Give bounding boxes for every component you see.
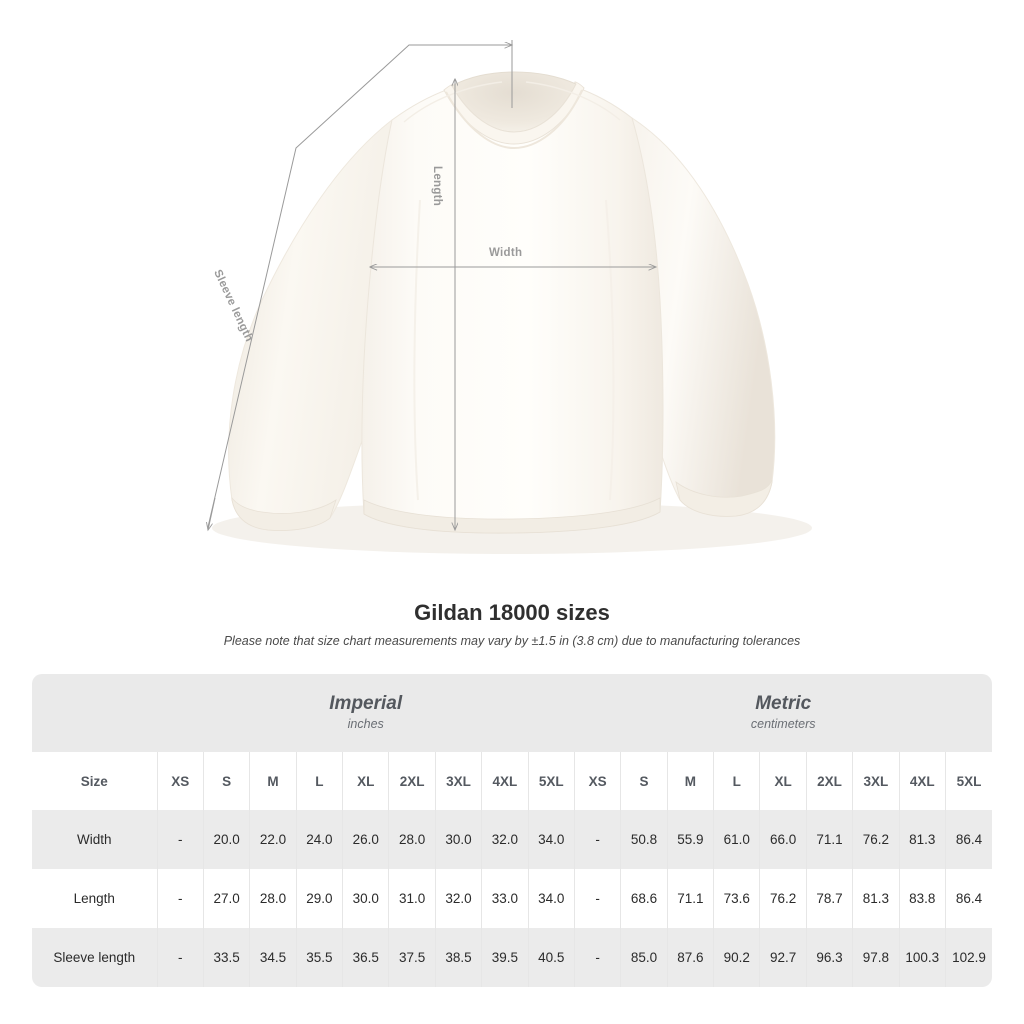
cell-length-metric-xl: 76.2: [759, 869, 807, 928]
cell-length-imperial-xs: -: [157, 869, 204, 928]
unit-section-name: Metric: [755, 692, 812, 714]
measurement-label-sleeve-length: Sleeve length: [32, 928, 158, 987]
cell-width-metric-5xl: 86.4: [945, 810, 992, 869]
cell-length-imperial-2xl: 31.0: [388, 869, 436, 928]
size-header-imperial-4xl: 4XL: [481, 752, 529, 810]
cell-width-imperial-s: 20.0: [203, 810, 251, 869]
cell-length-imperial-5xl: 34.0: [528, 869, 575, 928]
size-header-metric-5xl: 5XL: [945, 752, 992, 810]
cell-width-metric-s: 50.8: [620, 810, 668, 869]
unit-section-metric: Metric centimeters: [574, 674, 992, 752]
cell-sleeve-length-imperial-3xl: 38.5: [435, 928, 483, 987]
size-header-imperial-3xl: 3XL: [435, 752, 483, 810]
cell-length-metric-2xl: 78.7: [806, 869, 854, 928]
measurement-label-width: Width: [32, 810, 158, 869]
size-header-metric-m: M: [667, 752, 715, 810]
cell-length-imperial-s: 27.0: [203, 869, 251, 928]
size-header-metric-xl: XL: [759, 752, 807, 810]
cell-width-metric-xl: 66.0: [759, 810, 807, 869]
size-header-imperial-s: S: [203, 752, 251, 810]
cell-width-imperial-xl: 26.0: [342, 810, 390, 869]
cell-width-imperial-5xl: 34.0: [528, 810, 575, 869]
size-header-metric-3xl: 3XL: [852, 752, 900, 810]
cell-sleeve-length-imperial-xs: -: [157, 928, 204, 987]
cell-width-imperial-4xl: 32.0: [481, 810, 529, 869]
cell-length-metric-m: 71.1: [667, 869, 715, 928]
cell-width-metric-m: 55.9: [667, 810, 715, 869]
cell-width-metric-l: 61.0: [713, 810, 761, 869]
cell-width-imperial-xs: -: [157, 810, 204, 869]
cell-sleeve-length-imperial-l: 35.5: [296, 928, 344, 987]
banner-spacer: [32, 674, 158, 752]
unit-section-subtitle: centimeters: [750, 716, 816, 731]
cell-length-imperial-4xl: 33.0: [481, 869, 529, 928]
cell-length-imperial-xl: 30.0: [342, 869, 390, 928]
cell-width-metric-xs: -: [574, 810, 622, 869]
cell-length-imperial-m: 28.0: [249, 869, 297, 928]
length-dimension-label: Length: [431, 166, 443, 207]
cell-length-metric-xs: -: [574, 869, 622, 928]
size-header-metric-4xl: 4XL: [899, 752, 946, 810]
cell-length-metric-5xl: 86.4: [945, 869, 992, 928]
cell-sleeve-length-metric-xl: 92.7: [759, 928, 807, 987]
cell-sleeve-length-metric-5xl: 102.9: [945, 928, 992, 987]
tolerance-note: Please note that size chart measurements…: [223, 634, 801, 648]
size-header-imperial-xs: XS: [157, 752, 204, 810]
table-row: Width -20.0 22.0 24.0 26.0 28.0 30.0 32.0 34.0-5…: [32, 810, 992, 869]
cell-sleeve-length-metric-4xl: 100.3: [899, 928, 946, 987]
cell-width-metric-3xl: 76.2: [852, 810, 900, 869]
page-title: Gildan 18000 sizes: [414, 600, 610, 625]
cell-width-imperial-3xl: 30.0: [435, 810, 483, 869]
unit-section-imperial: Imperial inches: [157, 674, 575, 752]
cell-sleeve-length-imperial-5xl: 40.5: [528, 928, 575, 987]
cell-length-metric-l: 73.6: [713, 869, 761, 928]
size-header-imperial-2xl: 2XL: [388, 752, 436, 810]
cell-sleeve-length-metric-2xl: 96.3: [806, 928, 854, 987]
unit-section-subtitle: inches: [347, 716, 384, 731]
size-header-metric-xs: XS: [574, 752, 622, 810]
size-header-row: Size XS S M L XL 2XL 3XL 4XL 5XL XS S M L XL 2XL 3XL 4XL 5…: [32, 752, 992, 810]
cell-length-imperial-l: 29.0: [296, 869, 344, 928]
size-chart-table-container: Imperial inches Metric centimeters Size XS S M L…: [32, 674, 992, 987]
size-header-imperial-5xl: 5XL: [528, 752, 575, 810]
cell-width-metric-4xl: 81.3: [899, 810, 946, 869]
cell-width-imperial-l: 24.0: [296, 810, 344, 869]
cell-sleeve-length-imperial-xl: 36.5: [342, 928, 390, 987]
size-header-metric-l: L: [713, 752, 761, 810]
size-header-metric-s: S: [620, 752, 668, 810]
cell-length-metric-s: 68.6: [620, 869, 668, 928]
cell-sleeve-length-imperial-2xl: 37.5: [388, 928, 436, 987]
cell-length-metric-4xl: 83.8: [899, 869, 946, 928]
sweatshirt-diagram: [0, 40, 812, 554]
cell-width-metric-2xl: 71.1: [806, 810, 854, 869]
cell-width-imperial-m: 22.0: [249, 810, 297, 869]
size-header-imperial-xl: XL: [342, 752, 390, 810]
size-header-imperial-m: M: [249, 752, 297, 810]
cell-width-imperial-2xl: 28.0: [388, 810, 436, 869]
cell-sleeve-length-metric-s: 85.0: [620, 928, 668, 987]
cell-sleeve-length-metric-3xl: 97.8: [852, 928, 900, 987]
cell-sleeve-length-imperial-4xl: 39.5: [481, 928, 529, 987]
width-dimension-label: Width: [489, 247, 523, 259]
cell-length-metric-3xl: 81.3: [852, 869, 900, 928]
table-row: Length -27.0 28.0 29.0 30.0 31.0 32.0 33.0 34.0-…: [32, 869, 992, 928]
cell-sleeve-length-imperial-m: 34.5: [249, 928, 297, 987]
table-row: Sleeve length -33.5 34.5 35.5 36.5 37.5 38.5 39…: [32, 928, 992, 987]
size-header-metric-2xl: 2XL: [806, 752, 854, 810]
unit-banner-row: Imperial inches Metric centimeters: [32, 674, 992, 752]
cell-sleeve-length-imperial-s: 33.5: [203, 928, 251, 987]
product-illustration: Length Width Sleeve length: [0, 40, 812, 554]
cell-length-imperial-3xl: 32.0: [435, 869, 483, 928]
size-column-header: Size: [32, 752, 158, 810]
size-header-imperial-l: L: [296, 752, 344, 810]
cell-sleeve-length-metric-l: 90.2: [713, 928, 761, 987]
size-chart-table: Imperial inches Metric centimeters Size XS S M L…: [32, 674, 992, 987]
measurement-label-length: Length: [32, 869, 158, 928]
cell-sleeve-length-metric-m: 87.6: [667, 928, 715, 987]
unit-section-name: Imperial: [329, 692, 403, 714]
cell-sleeve-length-metric-xs: -: [574, 928, 622, 987]
